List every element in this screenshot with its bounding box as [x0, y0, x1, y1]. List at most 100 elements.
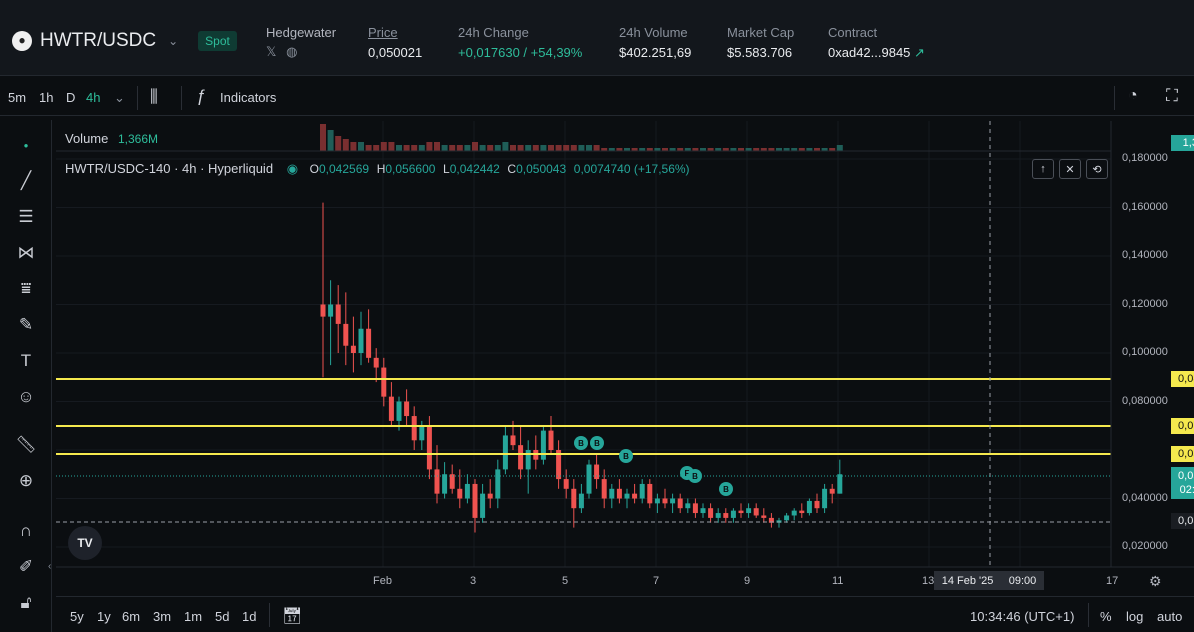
settings-gear-icon[interactable]: ⚙ — [1149, 573, 1162, 589]
trade-marker[interactable]: B — [574, 436, 588, 450]
candle-body — [411, 416, 417, 441]
refresh-icon[interactable]: ⟲ — [1086, 159, 1108, 179]
interval-1h[interactable]: 1h — [39, 90, 54, 105]
candles — [320, 202, 843, 533]
interval-d[interactable]: D — [66, 90, 76, 105]
ohlc-o-label: O — [309, 162, 319, 176]
volume-bar — [639, 148, 646, 151]
contract-address[interactable]: 0xad42...9845 — [828, 45, 911, 60]
magnet-icon[interactable]: ∩ — [19, 521, 33, 540]
volume-bar — [365, 145, 372, 151]
chevron-down-icon[interactable]: ⌄ — [168, 34, 179, 48]
range-1d[interactable]: 1d — [242, 609, 257, 624]
line-tag-1[interactable]: 0,089771 — [1171, 371, 1194, 387]
lock-drawings-icon[interactable]: ✐ — [18, 557, 34, 576]
auto-toggle[interactable]: auto — [1157, 609, 1183, 624]
candle-body — [806, 500, 812, 514]
candle-body — [624, 493, 630, 499]
candle-body — [654, 498, 660, 504]
horizontal-lines-icon[interactable]: ☰ — [18, 207, 34, 226]
trade-marker[interactable]: B — [688, 469, 702, 483]
brush-icon[interactable]: ✎ — [18, 315, 34, 334]
snapshot-icon[interactable]: ◔ — [1128, 87, 1138, 104]
chart-area[interactable]: Volume 1,366M HWTR/USDC-140 · 4h · Hyper… — [48, 121, 1194, 591]
volume-bar — [692, 148, 699, 151]
crosshair-time-label: 14 Feb '25 09:00 — [934, 571, 1044, 590]
range-3m[interactable]: 3m — [153, 609, 172, 624]
price-tick-label: 0,140000 — [1122, 249, 1168, 261]
pair-selector[interactable]: ⬤ HWTR/USDC ⌄ Spot — [12, 30, 237, 52]
line-tag-2[interactable]: 0,070774 — [1171, 418, 1194, 434]
divider — [181, 86, 182, 110]
volume-bar — [327, 130, 334, 151]
trade-marker[interactable]: B — [619, 449, 633, 463]
indicators-button[interactable]: Indicators — [220, 90, 277, 105]
text-tool-icon[interactable]: T — [20, 351, 32, 370]
trend-line-icon[interactable]: ╱ — [20, 171, 32, 190]
volume-bar — [426, 142, 433, 151]
log-toggle[interactable]: log — [1126, 609, 1144, 624]
range-1m[interactable]: 1m — [184, 609, 203, 624]
trade-marker[interactable]: B — [590, 436, 604, 450]
clock[interactable]: 10:34:46 (UTC+1) — [970, 609, 1075, 624]
volume-bar — [441, 145, 448, 151]
line-tag-3[interactable]: 0,058834 — [1171, 446, 1194, 462]
candle-body — [434, 469, 440, 494]
stat-label[interactable]: Price — [368, 25, 398, 40]
candle-body — [730, 510, 736, 518]
volume-bar — [456, 145, 463, 151]
volume-bar — [342, 139, 349, 151]
fib-retracement-icon[interactable]: ⩸ — [20, 279, 32, 298]
move-up-icon[interactable]: ↑ — [1032, 159, 1054, 179]
range-1y[interactable]: 1y — [97, 609, 111, 624]
volume-bar — [760, 148, 767, 151]
external-link-icon[interactable]: ↗ — [914, 45, 925, 60]
interval-4h[interactable]: 4h — [86, 90, 101, 105]
candle-body — [502, 435, 508, 470]
ohlc-change: 0,0074740 (+17,56%) — [573, 162, 690, 176]
fullscreen-icon[interactable]: ⛶ — [1166, 86, 1178, 105]
project-info: Hedgewater 𝕏 ◍ — [266, 25, 336, 60]
candle-body — [799, 510, 805, 514]
candle-body — [487, 493, 493, 499]
interval-chevron-icon[interactable]: ⌄ — [114, 90, 125, 105]
price-chart[interactable] — [56, 121, 1194, 591]
candle-body — [662, 498, 668, 504]
candle-body — [388, 396, 394, 421]
date-range-icon[interactable]: 📅︎ — [282, 608, 303, 625]
candle-body — [548, 430, 554, 450]
volume-value: 1,366M — [118, 132, 159, 146]
ohlc-close: 0,050043 — [516, 162, 567, 176]
globe-icon[interactable]: ◍ — [286, 44, 298, 59]
range-bar: 5y 1y 6m 3m 1m 5d 1d 📅︎ 10:34:46 (UTC+1)… — [56, 596, 1194, 632]
ruler-icon[interactable]: 📏︎ — [15, 435, 37, 454]
time-tick-label: 17 — [1106, 575, 1119, 587]
tradingview-logo-icon[interactable]: TV — [68, 526, 102, 560]
price-tick-label: 0,120000 — [1122, 297, 1168, 310]
candle-type-icon[interactable]: ⫼ — [150, 87, 158, 106]
percent-toggle[interactable]: % — [1100, 609, 1112, 624]
project-name: Hedgewater — [266, 25, 337, 40]
ohlc-l-label: L — [443, 162, 450, 176]
trade-marker[interactable]: B — [719, 482, 733, 496]
pattern-icon[interactable]: ⋈ — [17, 243, 35, 262]
cursor-dot-icon[interactable]: ● — [23, 140, 29, 150]
zoom-in-icon[interactable]: ⊕ — [18, 471, 34, 490]
emoji-icon[interactable]: ☺ — [17, 387, 35, 406]
candle-body — [692, 503, 698, 514]
volume-bar — [814, 148, 820, 151]
interval-5m[interactable]: 5m — [8, 90, 27, 105]
collapse-toolbar-icon[interactable]: ‹ — [48, 561, 52, 572]
stat-label: 24h Volume — [619, 25, 688, 40]
ohlc-h-label: H — [376, 162, 386, 176]
candle-body — [601, 479, 607, 499]
candle-body — [632, 493, 638, 499]
lock-icon[interactable]: 🔓︎ — [20, 593, 32, 612]
range-6m[interactable]: 6m — [122, 609, 141, 624]
time-tick-label: 3 — [470, 575, 477, 587]
function-icon[interactable]: ƒ — [196, 86, 206, 105]
range-5y[interactable]: 5y — [70, 609, 84, 624]
collapse-icon[interactable]: ✕ — [1059, 159, 1081, 179]
x-twitter-icon[interactable]: 𝕏 — [266, 44, 277, 59]
range-5d[interactable]: 5d — [215, 609, 230, 624]
